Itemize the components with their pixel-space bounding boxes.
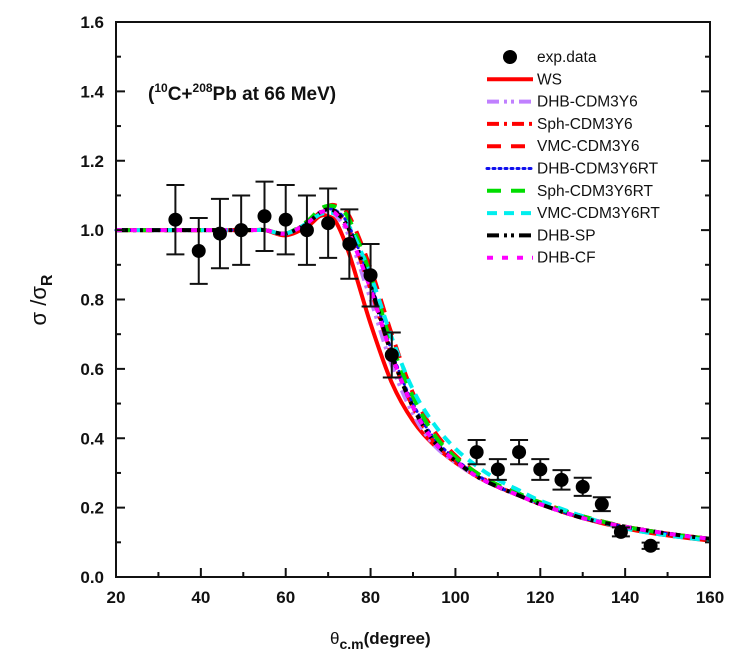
data-marker	[299, 223, 314, 238]
experimental-points	[166, 180, 660, 553]
legend-label: DHB-CDM3Y6RT	[537, 161, 659, 178]
data-point	[255, 180, 274, 252]
legend-item-vmc-cdm3y6: VMC-CDM3Y6	[487, 138, 639, 155]
series-line-sph-cdm3y6	[115, 207, 711, 541]
data-point	[573, 476, 592, 497]
annotation-sup1: 10	[154, 81, 168, 95]
data-marker	[257, 209, 272, 224]
data-point	[166, 184, 185, 256]
data-marker	[212, 226, 227, 241]
data-point	[531, 458, 550, 481]
data-marker	[575, 479, 590, 494]
data-marker	[469, 445, 484, 460]
legend-label: VMC-CDM3Y6	[537, 138, 639, 155]
legend-label: DHB-CDM3Y6	[537, 94, 638, 111]
legend-item-dhb-cdm3y6: DHB-CDM3Y6	[487, 94, 638, 111]
series-line-vmc-cdm3y6rt	[115, 210, 711, 543]
legend: exp.data WS DHB-CDM3Y6 Sph-CDM3Y6 VMC-CDM3Y6…	[485, 49, 660, 267]
data-point	[488, 458, 507, 481]
data-marker	[554, 472, 569, 487]
legend-label: DHB-CF	[537, 250, 596, 267]
y-axis-title: σ /σR	[26, 274, 56, 325]
data-point	[611, 524, 630, 539]
data-point	[340, 208, 359, 280]
y-tick-label: 0.0	[80, 568, 104, 587]
series-line-ws	[115, 213, 711, 543]
data-marker	[613, 524, 628, 539]
data-marker	[278, 212, 293, 227]
data-marker	[643, 538, 658, 553]
legend-label: WS	[537, 71, 562, 88]
data-marker	[191, 243, 206, 258]
series-line-dhb-cdm3y6	[115, 208, 711, 541]
data-point	[382, 331, 401, 379]
legend-item-dhb-cdm3y6rt: DHB-CDM3Y6RT	[485, 161, 659, 178]
model-curves	[114, 202, 712, 543]
series-line-sph-cdm3y6rt	[115, 203, 711, 541]
y-tick-label: 0.6	[80, 360, 104, 379]
data-marker	[321, 216, 336, 231]
x-tick-label: 160	[696, 588, 724, 607]
data-point	[510, 438, 529, 466]
x-tick-label: 120	[526, 588, 554, 607]
data-point	[552, 469, 571, 491]
series-line-dhb-cdm3y6rt	[114, 207, 712, 541]
data-point	[319, 187, 338, 259]
data-marker	[512, 445, 527, 460]
legend-item-dhb-sp: DHB-SP	[487, 227, 596, 244]
legend-label: VMC-CDM3Y6RT	[537, 205, 660, 222]
y-tick-label: 1.0	[80, 221, 104, 240]
data-point	[592, 496, 611, 513]
annotation-sup2: 208	[193, 81, 213, 95]
legend-label: Sph-CDM3Y6	[537, 116, 633, 133]
legend-marker	[503, 50, 517, 64]
legend-item-ws: WS	[487, 71, 562, 88]
y-tick-label: 0.4	[80, 429, 104, 448]
data-marker	[342, 237, 357, 251]
legend-label: DHB-SP	[537, 227, 596, 244]
legend-label: Sph-CDM3Y6RT	[537, 183, 654, 200]
x-axis-title: θc.m(degree)	[330, 629, 431, 652]
y-tick-label: 0.2	[80, 499, 104, 518]
y-tick-label: 1.6	[80, 13, 104, 32]
legend-item-dhb-cf: DHB-CF	[487, 250, 596, 267]
y-tick-label: 1.4	[80, 82, 104, 101]
data-marker	[490, 462, 505, 477]
data-marker	[234, 223, 249, 238]
x-tick-label: 80	[361, 588, 380, 607]
data-marker	[168, 212, 183, 227]
data-point	[232, 194, 251, 266]
data-point	[210, 197, 229, 270]
x-tick-label: 20	[107, 588, 126, 607]
data-point	[361, 243, 380, 308]
legend-item-exp-data: exp.data	[503, 49, 597, 66]
y-tick-label: 0.8	[80, 291, 104, 310]
legend-item-sph-cdm3y6rt: Sph-CDM3Y6RT	[487, 183, 654, 200]
data-marker	[594, 497, 609, 512]
legend-item-vmc-cdm3y6rt: VMC-CDM3Y6RT	[487, 205, 660, 222]
data-point	[276, 184, 295, 256]
y-axis-ticks: 0.0 0.2 0.4 0.6 0.8 1.0 1.2 1.4 1.6	[80, 13, 710, 587]
data-marker	[363, 268, 378, 283]
y-tick-label: 1.2	[80, 152, 104, 171]
data-point	[297, 194, 316, 266]
data-point	[467, 438, 486, 466]
x-tick-label: 60	[276, 588, 295, 607]
x-tick-label: 40	[191, 588, 210, 607]
data-point	[189, 216, 208, 285]
series-line-dhb-cf	[115, 208, 711, 541]
legend-label: exp.data	[537, 49, 597, 66]
legend-item-sph-cdm3y6: Sph-CDM3Y6	[487, 116, 633, 133]
data-marker	[384, 348, 399, 362]
series-line-dhb-sp	[115, 207, 711, 541]
series-line-vmc-cdm3y6	[115, 202, 711, 541]
data-point	[641, 538, 660, 553]
x-axis-ticks: 20 40 60 80 100 120 140 160	[107, 568, 724, 607]
x-tick-label: 140	[611, 588, 639, 607]
x-tick-label: 100	[441, 588, 469, 607]
data-marker	[533, 462, 548, 477]
annotation: (10C+208Pb at 66 MeV)	[148, 81, 336, 105]
